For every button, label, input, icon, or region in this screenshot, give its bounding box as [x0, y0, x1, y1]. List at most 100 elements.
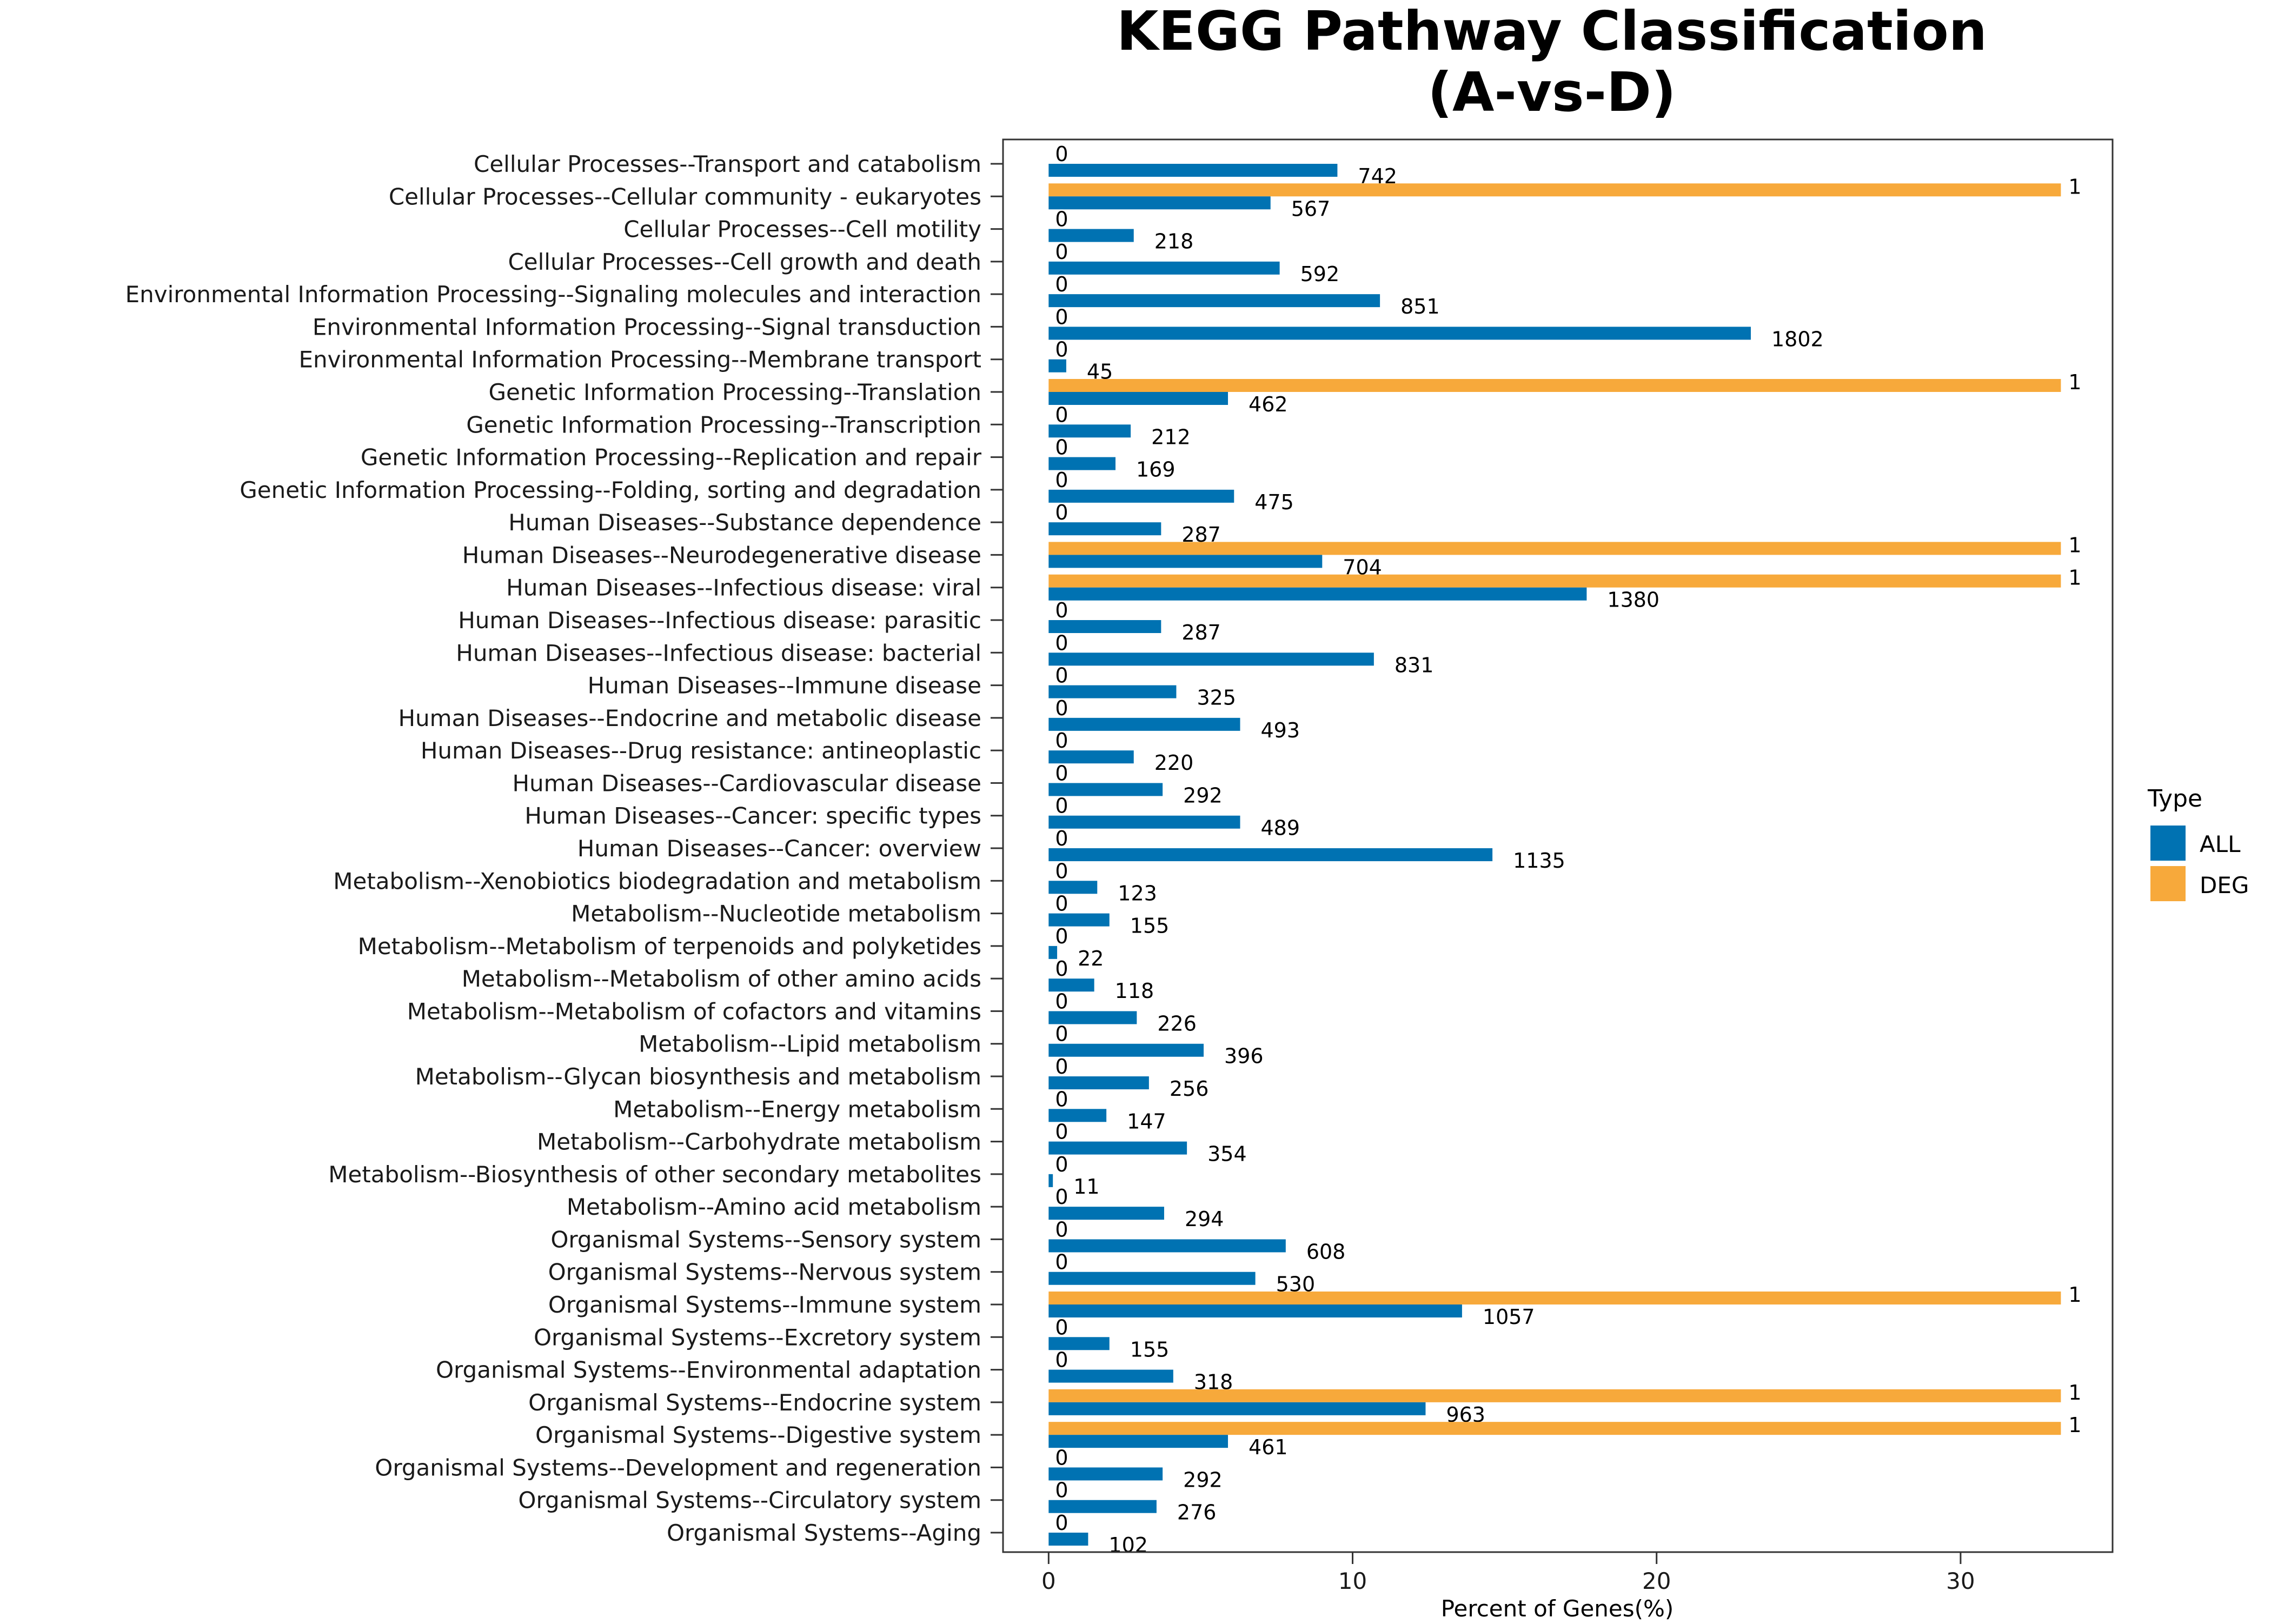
bar-all — [1048, 815, 1240, 829]
data-label-deg: 0 — [1055, 1185, 1068, 1209]
category-label: Human Diseases--Substance dependence — [508, 509, 981, 536]
data-label-deg: 0 — [1055, 501, 1068, 524]
category-label: Genetic Information Processing--Folding,… — [240, 477, 981, 503]
data-label-deg: 0 — [1055, 403, 1068, 427]
bar-all — [1048, 522, 1161, 536]
data-label-deg: 0 — [1055, 989, 1068, 1013]
category-label: Human Diseases--Endocrine and metabolic … — [398, 705, 981, 731]
data-label-deg: 0 — [1055, 696, 1068, 720]
bar-all — [1048, 1369, 1173, 1383]
data-label-deg: 0 — [1055, 436, 1068, 460]
bar-all — [1048, 457, 1116, 470]
bar-all — [1048, 1174, 1053, 1187]
data-label-deg: 1 — [2068, 370, 2081, 394]
data-label-all: 287 — [1181, 621, 1221, 644]
bar-all — [1048, 1402, 1426, 1415]
bar-all — [1048, 164, 1338, 177]
data-label-deg: 1 — [2068, 1413, 2081, 1437]
bar-all — [1048, 1304, 1462, 1317]
data-label-all: 118 — [1115, 979, 1154, 1003]
data-label-deg: 0 — [1055, 827, 1068, 850]
data-label-all: 123 — [1118, 881, 1157, 905]
category-label: Metabolism--Lipid metabolism — [639, 1031, 981, 1057]
data-label-all: 567 — [1291, 197, 1331, 221]
bar-all — [1048, 489, 1234, 503]
category-label: Organismal Systems--Circulatory system — [518, 1487, 981, 1514]
x-tick-label: 30 — [1946, 1568, 1975, 1594]
data-label-all: 325 — [1197, 686, 1236, 710]
data-label-all: 226 — [1157, 1011, 1197, 1035]
category-label: Human Diseases--Cardiovascular disease — [512, 770, 981, 796]
bar-all — [1048, 783, 1163, 796]
data-label-all: 292 — [1183, 1468, 1223, 1492]
data-label-all: 256 — [1170, 1077, 1209, 1101]
data-label-deg: 0 — [1055, 794, 1068, 818]
bar-all — [1048, 750, 1134, 764]
data-label-all: 155 — [1130, 914, 1170, 938]
data-label-deg: 0 — [1055, 1120, 1068, 1144]
data-label-all: 396 — [1224, 1044, 1264, 1068]
category-label: Metabolism--Metabolism of other amino ac… — [462, 966, 981, 992]
category-label: Metabolism--Nucleotide metabolism — [571, 901, 981, 927]
data-label-deg: 0 — [1055, 631, 1068, 655]
data-label-deg: 0 — [1055, 272, 1068, 296]
bar-all — [1048, 1272, 1256, 1285]
data-label-all: 147 — [1127, 1109, 1166, 1133]
data-label-all: 22 — [1078, 947, 1104, 970]
data-label-deg: 0 — [1055, 761, 1068, 785]
data-label-all: 462 — [1249, 392, 1288, 416]
category-label: Cellular Processes--Cell motility — [623, 216, 981, 243]
data-label-deg: 1 — [2068, 175, 2081, 198]
data-label-all: 102 — [1108, 1533, 1148, 1557]
data-label-all: 220 — [1154, 751, 1194, 775]
bar-all — [1048, 424, 1131, 438]
data-label-all: 169 — [1136, 458, 1176, 482]
data-label-deg: 0 — [1055, 664, 1068, 688]
legend-swatch-deg — [2150, 866, 2186, 901]
data-label-deg: 0 — [1055, 1087, 1068, 1111]
x-axis: 0 10 20 30 — [1041, 1552, 1975, 1594]
data-label-deg: 0 — [1055, 598, 1068, 622]
data-label-all: 354 — [1207, 1142, 1247, 1166]
data-label-deg: 1 — [2068, 1381, 2081, 1405]
data-label-all: 851 — [1400, 295, 1440, 318]
data-label-all: 461 — [1249, 1435, 1288, 1459]
category-label: Metabolism--Glycan biosynthesis and meta… — [415, 1063, 981, 1090]
category-label: Organismal Systems--Nervous system — [548, 1259, 981, 1286]
category-label: Metabolism--Biosynthesis of other second… — [328, 1161, 981, 1188]
category-label: Organismal Systems--Endocrine system — [528, 1389, 981, 1416]
bar-all — [1048, 1207, 1164, 1220]
bar-all — [1048, 555, 1323, 568]
data-label-deg: 0 — [1055, 305, 1068, 329]
x-tick-label: 20 — [1642, 1568, 1671, 1594]
data-label-deg: 1 — [2068, 533, 2081, 557]
bar-deg — [1048, 1389, 2061, 1402]
category-label: Organismal Systems--Excretory system — [534, 1324, 981, 1350]
bar-all — [1048, 1435, 1229, 1448]
data-label-all: 11 — [1073, 1175, 1099, 1199]
data-label-deg: 0 — [1055, 1315, 1068, 1339]
bar-all — [1048, 294, 1380, 308]
data-label-deg: 0 — [1055, 729, 1068, 753]
category-label: Human Diseases--Infectious disease: para… — [458, 607, 981, 634]
bar-all — [1048, 196, 1271, 210]
data-label-all: 276 — [1177, 1501, 1217, 1525]
data-label-all: 155 — [1130, 1337, 1170, 1361]
data-label-deg: 0 — [1055, 1479, 1068, 1502]
bar-deg — [1048, 379, 2061, 392]
category-label: Genetic Information Processing--Replicat… — [361, 444, 982, 471]
data-label-all: 831 — [1395, 653, 1434, 677]
bar-all — [1048, 1109, 1107, 1122]
category-label: Cellular Processes--Cellular community -… — [389, 183, 981, 210]
category-label: Environmental Information Processing--Me… — [298, 347, 981, 373]
data-label-deg: 0 — [1055, 338, 1068, 362]
category-label: Organismal Systems--Digestive system — [535, 1422, 981, 1448]
data-label-deg: 0 — [1055, 1153, 1068, 1176]
data-label-all: 292 — [1183, 783, 1223, 807]
chart-title: KEGG Pathway Classification — [1117, 0, 1987, 63]
data-label-deg: 0 — [1055, 957, 1068, 981]
data-label-all: 294 — [1185, 1207, 1224, 1231]
category-label: Cellular Processes--Cell growth and deat… — [508, 249, 981, 275]
category-label: Cellular Processes--Transport and catabo… — [474, 151, 981, 177]
